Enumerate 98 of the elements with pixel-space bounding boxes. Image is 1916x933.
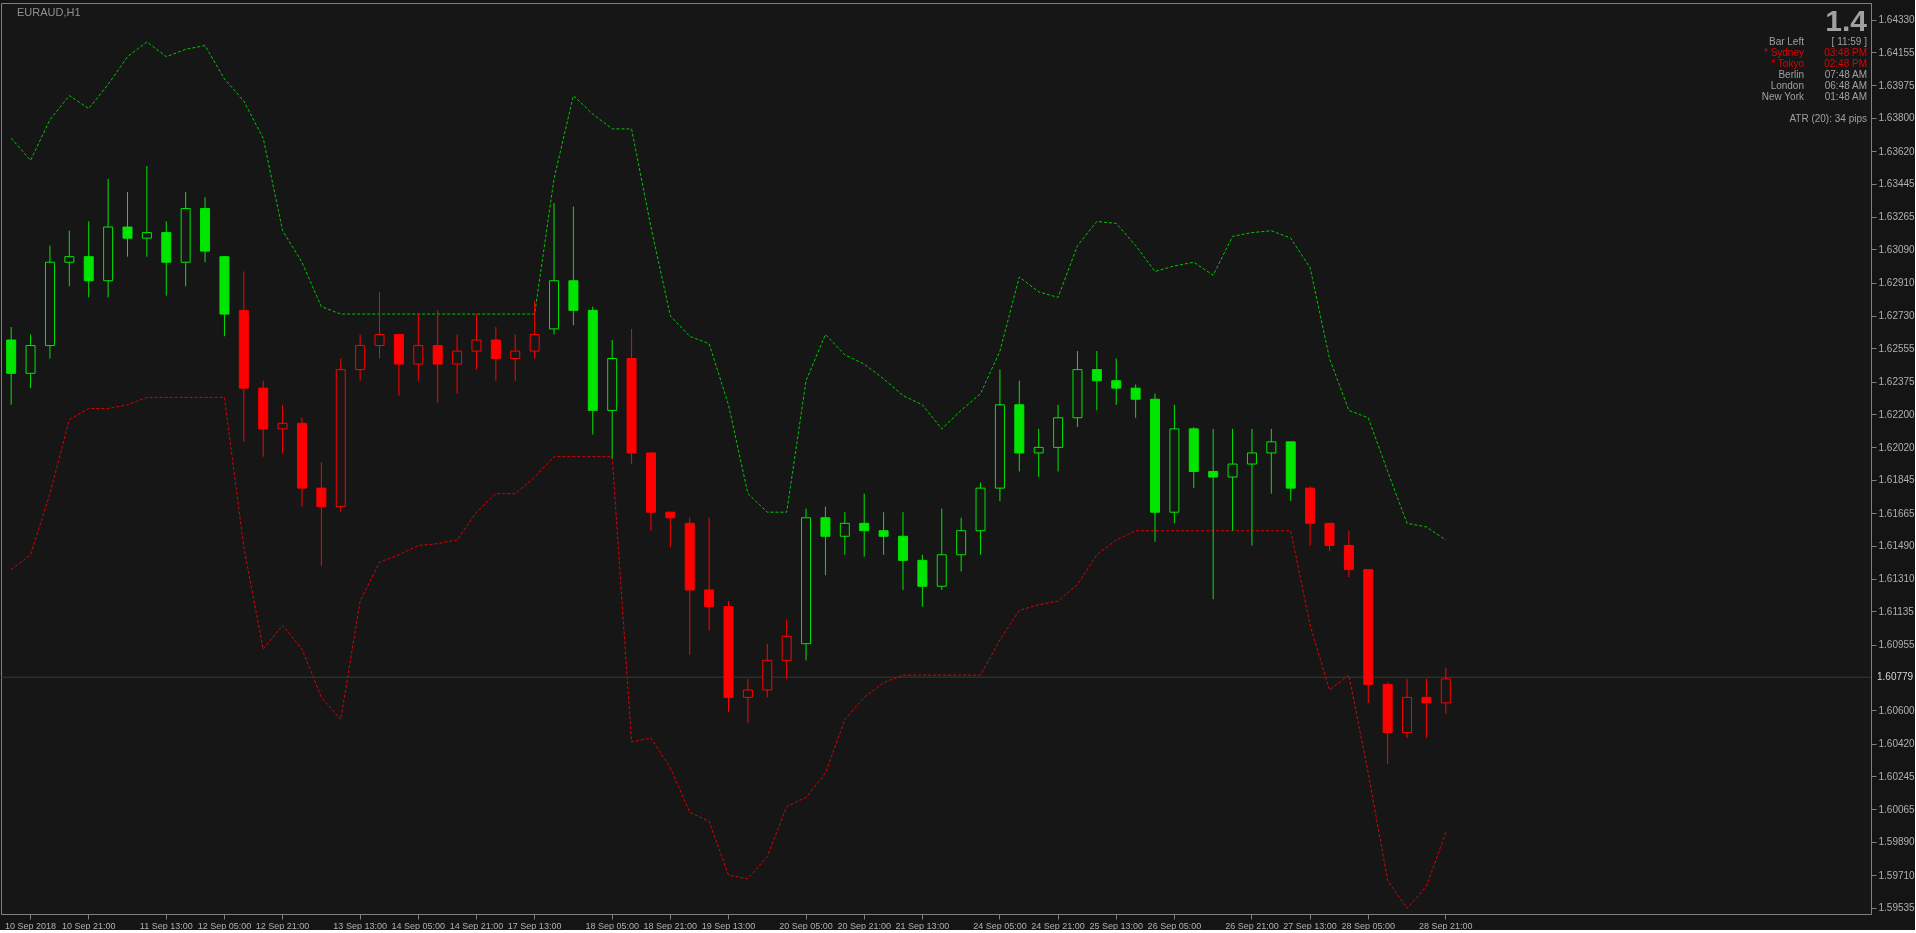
candlestick [1324,522,1335,552]
x-tick-label: 14 Sep 21:00 [449,920,504,931]
text: Berlin [1778,69,1804,80]
candlestick [432,309,443,404]
candlestick [122,191,133,258]
y-tick-label: 1.63620 [1878,145,1916,157]
text: 01:48 AM [1824,91,1867,102]
x-tick-label: 12 Sep 21:00 [255,920,310,931]
candlestick [471,313,482,371]
candlestick [1266,428,1277,495]
x-tick-label: 24 Sep 21:00 [1031,920,1085,931]
x-tick-label: 19 Sep 13:00 [701,920,756,931]
text: Bar Left [1768,36,1805,47]
text: 06:48 AM [1824,80,1867,91]
text: * Sydney [1763,47,1804,58]
y-tick-label: 1.60600 [1878,704,1916,716]
y-tick-label: 1.62020 [1878,441,1916,453]
y-tick-label: 1.63090 [1878,243,1916,255]
x-tick-label: 10 Sep 21:00 [61,920,116,931]
candlestick [1111,358,1122,406]
x-tick-label: 17 Sep 13:00 [507,920,562,931]
y-tick-label: 1.62910 [1878,277,1916,289]
y-tick-label: 1.60955 [1878,639,1916,651]
chart-title: EURAUD,H1 [17,6,81,18]
y-tick-label: 1.60245 [1878,770,1916,782]
x-tick-label: 12 Sep 05:00 [197,920,252,931]
candlestick [1130,383,1141,419]
x-tick-label: 14 Sep 05:00 [391,920,446,931]
candlestick [452,333,463,395]
text: 1.4 [1825,4,1868,37]
line-series [10,41,1447,541]
candlestick [529,300,540,360]
x-tick-label: 28 Sep 05:00 [1341,920,1396,931]
y-tick-label: 1.61665 [1878,507,1916,519]
x-tick-label: 26 Sep 05:00 [1147,920,1202,931]
y-tick-label: 1.62555 [1878,342,1916,354]
y-tick-label: 1.62730 [1878,310,1916,322]
candlestick [316,461,327,567]
x-tick-label: 27 Sep 13:00 [1283,920,1337,931]
y-tick-label: 1.63975 [1878,79,1916,91]
candlestick [820,506,831,576]
y-tick-label: 1.61310 [1878,573,1916,585]
candlestick [878,511,889,556]
x-tick-label: 11 Sep 13:00 [139,920,193,931]
text: New York [1761,91,1805,102]
candlestick [665,511,676,548]
x-tick-label: 13 Sep 13:00 [333,920,387,931]
candlestick [839,511,850,556]
x-tick-label: 26 Sep 21:00 [1225,920,1279,931]
y-tick-label: 1.62200 [1878,408,1916,420]
text: 07:48 AM [1824,69,1867,80]
text: London [1770,80,1804,91]
candlestick [141,165,152,258]
y-tick-label: 1.61490 [1878,540,1916,552]
candlestick [704,517,715,632]
text: 03:48 PM [1824,47,1867,58]
y-tick-label: 1.63445 [1878,178,1916,190]
candlestick [510,333,521,382]
y-tick-label: 1.61135 [1878,605,1915,617]
candlestick [277,404,288,454]
y-tick-label: 1.60420 [1878,738,1916,750]
y-tick-label: 1.59535 [1878,902,1916,914]
candlestick [1421,678,1432,739]
candlestick [1033,428,1044,478]
candlestick [1091,350,1102,411]
candlestick [1208,428,1219,600]
y-tick-label: 1.59890 [1878,836,1916,848]
x-tick-label: 24 Sep 05:00 [973,920,1027,931]
ref-line-label: 1.60779 [1877,671,1914,683]
line-series [10,396,1447,909]
x-tick-label: 21 Sep 13:00 [895,920,950,931]
x-tick-label: 18 Sep 21:00 [643,920,698,931]
y-tick-label: 1.63800 [1878,112,1916,124]
y-tick-label: 1.61845 [1878,474,1916,486]
candlestick [742,678,753,724]
candlestick [490,326,501,382]
candlestick [859,493,870,558]
text: 02:48 PM [1824,58,1867,69]
candlestick [413,313,424,382]
candlestick [374,291,385,360]
y-tick-label: 1.62375 [1878,376,1916,388]
text: [ 11:59 ] [1831,36,1868,47]
y-tick-label: 1.59710 [1878,869,1916,881]
candlestick [1227,428,1238,532]
x-tick-label: 18 Sep 05:00 [585,920,639,931]
candlestick [64,230,75,287]
text: ATR (20): 34 pips [1789,113,1867,124]
y-tick-label: 1.63265 [1878,211,1916,223]
y-tick-label: 1.64155 [1878,46,1916,58]
x-tick-label: 20 Sep 05:00 [779,920,833,931]
x-tick-label: 28 Sep 21:00 [1419,920,1473,931]
x-tick-label: 20 Sep 21:00 [837,920,891,931]
y-tick-label: 1.64330 [1878,14,1916,26]
text: * Tokyo [1771,58,1805,69]
x-tick-label: 10 Sep 2018 [5,920,57,931]
candlestick [1246,428,1257,547]
x-tick-label: 25 Sep 13:00 [1089,920,1144,931]
y-tick-label: 1.60065 [1878,803,1916,815]
